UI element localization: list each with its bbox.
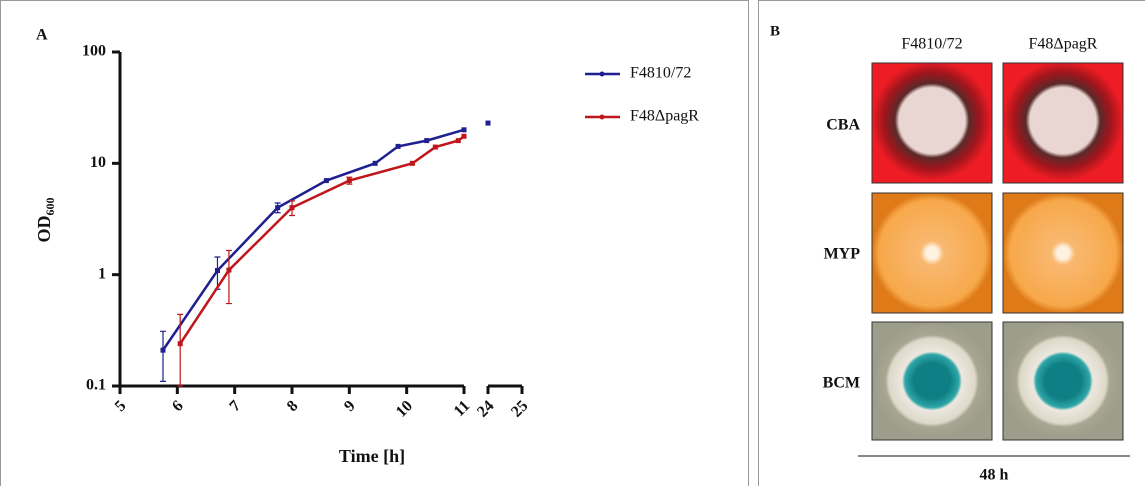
data-point: [432, 144, 438, 150]
x-tick-label: 11: [451, 397, 474, 420]
column-header: F48ΔpagR: [1029, 36, 1098, 53]
data-point: [461, 127, 467, 133]
x-tick-label: 24: [474, 397, 497, 420]
legend-marker: [599, 114, 605, 120]
x-tick-label: 25: [508, 397, 531, 420]
data-point: [226, 267, 232, 273]
data-point: [372, 160, 378, 166]
column-header: F4810/72: [901, 36, 962, 53]
series-line: [161, 128, 465, 351]
data-point: [485, 120, 491, 126]
data-point: [346, 178, 352, 184]
data-point: [160, 347, 166, 353]
y-axis-label-main: OD: [34, 215, 54, 242]
y-tick-label: 10: [90, 154, 106, 171]
x-tick-label: 9: [341, 397, 359, 415]
x-tick-label: 10: [393, 397, 416, 420]
data-point: [409, 160, 415, 166]
data-point: [289, 205, 295, 211]
data-point: [461, 133, 467, 139]
panel-label: A: [36, 27, 48, 44]
y-axis-label: OD600: [34, 198, 57, 243]
data-point: [323, 178, 329, 184]
x-tick-label: 8: [284, 397, 302, 415]
row-label: MYP: [824, 246, 861, 263]
row-label: CBA: [826, 117, 860, 134]
error-bar: [177, 313, 184, 387]
panel-label: B: [770, 23, 780, 39]
plates: [858, 62, 1130, 457]
y-axis-label-sub: 600: [43, 198, 57, 216]
x-tick-label: 6: [169, 397, 187, 415]
plate-image: [871, 62, 993, 184]
panel-b-frame: [758, 0, 1145, 486]
row-label: BCM: [823, 375, 860, 392]
error-bar: [225, 249, 232, 305]
plate-image: [1002, 321, 1124, 441]
data-point: [214, 267, 220, 273]
data-point: [455, 138, 461, 144]
legend-marker: [599, 71, 605, 77]
data-point: [275, 205, 281, 211]
y-tick-label: 1: [98, 265, 106, 282]
plate-image: [1002, 192, 1124, 314]
data-point: [424, 138, 430, 144]
panel-a-frame: [0, 0, 749, 486]
data-point: [177, 341, 183, 347]
x-tick-label: 5: [112, 397, 130, 415]
y-tick-label: 0.1: [86, 377, 106, 394]
series-line: [179, 135, 465, 345]
error-bar: [160, 330, 166, 382]
plate-image: [871, 321, 993, 441]
y-tick-label: 100: [82, 43, 106, 60]
x-tick-label: 7: [226, 397, 244, 415]
data-point: [395, 143, 401, 149]
legend-label: F4810/72: [630, 65, 691, 82]
plate-image: [1002, 62, 1124, 184]
x-axis-label: Time [h]: [339, 446, 405, 466]
footer-label: 48 h: [980, 467, 1009, 484]
plate-image: [871, 192, 993, 314]
legend-label: F48ΔpagR: [630, 108, 699, 125]
